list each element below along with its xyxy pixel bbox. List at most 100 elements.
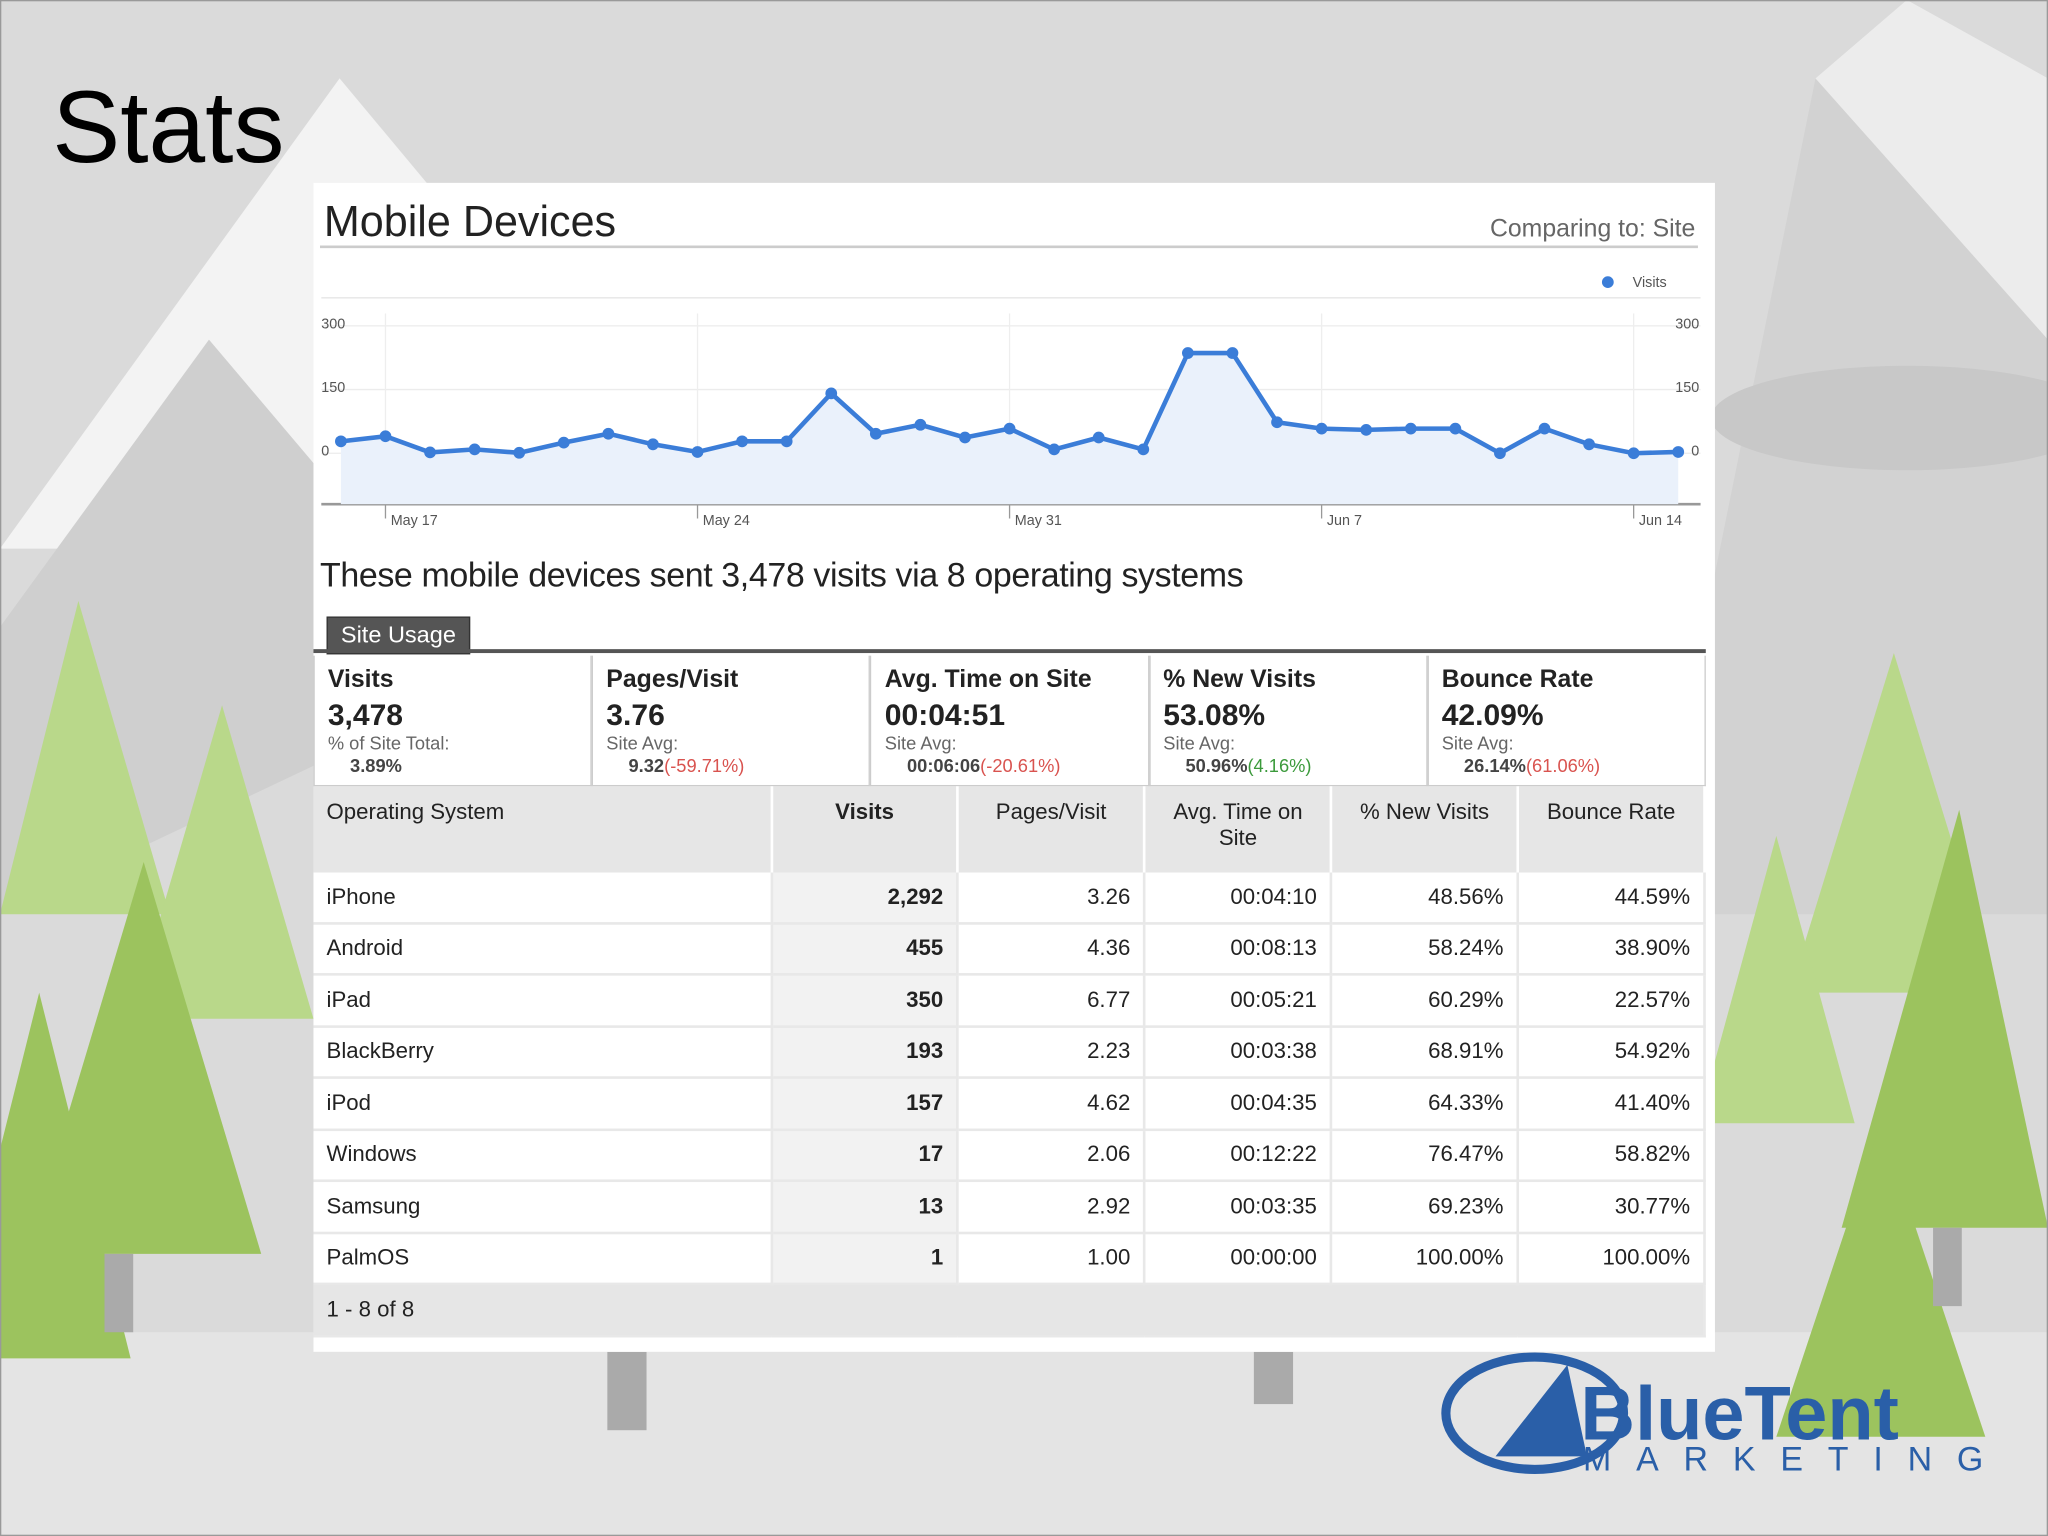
point [647, 438, 659, 451]
metric: Bounce Rate 42.09% Site Avg: 26.14%(61.06%) [1427, 655, 1706, 787]
table-cell: 455 [771, 922, 959, 976]
table-cell: 1 [771, 1232, 959, 1286]
table-cell: PalmOS [313, 1232, 773, 1286]
metric-sub-value: 50.96% [1185, 754, 1248, 776]
point [691, 446, 704, 458]
table-cell: 48.56% [1331, 872, 1520, 925]
metric-value: 3,478 [327, 697, 404, 732]
metric: Pages/Visit 3.76 Site Avg: 9.32(-59.71%) [591, 655, 871, 787]
table-row: iPad 350 6.77 00:05:21 60.29% 22.57% [313, 974, 1706, 1028]
table-cell: 00:03:38 [1144, 1025, 1333, 1079]
point [780, 435, 793, 448]
point [1048, 443, 1061, 456]
point [1404, 422, 1417, 435]
table: Operating System Visits Pages/Visit Avg. Ti… [313, 786, 1706, 1338]
point [869, 427, 882, 440]
table-cell: 00:12:22 [1144, 1129, 1333, 1183]
heading: These mobile devices sent 3,478 visits v… [319, 555, 1244, 595]
column-header: Bounce Rate [1517, 786, 1706, 873]
legend-label: Visits [1633, 275, 1667, 291]
metric-sub-value: 3.89% [350, 754, 402, 776]
metric-sub-label: Site Avg: [606, 732, 679, 754]
metric-value: 3.76 [606, 697, 665, 732]
point [1449, 422, 1462, 435]
legend-swatch [1601, 276, 1614, 288]
metric-sub-label: Site Avg: [884, 732, 957, 754]
metric-label: Visits [327, 666, 394, 694]
x-tick-label: May 31 [1015, 513, 1062, 529]
metric-value: 00:04:51 [884, 697, 1006, 732]
y2-tick-label: 0 [1691, 444, 1699, 460]
metric-change: (4.16%) [1247, 754, 1312, 776]
point [1137, 443, 1150, 456]
table-cell: 2.06 [957, 1129, 1146, 1183]
metric-change: (-59.71%) [664, 754, 745, 776]
table-cell: Samsung [313, 1180, 773, 1234]
metric-sub: 9.32(-59.71%) [606, 754, 856, 778]
point [914, 418, 927, 431]
table-row: BlackBerry 193 2.23 00:03:38 68.91% 54.92% [313, 1025, 1706, 1079]
point [1003, 422, 1016, 435]
x-tick-label: Jun 7 [1327, 513, 1362, 529]
column-header: Visits [771, 786, 959, 873]
logo-tagline: MARKETING [1583, 1441, 2008, 1479]
table-cell: 64.33% [1331, 1077, 1520, 1131]
table-cell: 38.90% [1517, 922, 1706, 976]
tab-rule [313, 649, 1706, 654]
table-cell: 00:08:13 [1144, 922, 1333, 976]
pagination: 1 - 8 of 8 [313, 1283, 1706, 1338]
metric-label: % New Visits [1163, 666, 1316, 694]
chart-title: Mobile Devices [324, 198, 616, 246]
metric-sub-label: % of Site Total: [327, 732, 450, 754]
point [468, 443, 481, 456]
point [1271, 416, 1283, 429]
y-tick-label: 0 [321, 444, 329, 460]
metric-sub-value: 9.32 [628, 754, 665, 776]
table-cell: 100.00% [1517, 1232, 1706, 1286]
table-cell: 00:04:10 [1144, 872, 1333, 925]
metric-sub: 26.14%(61.06%) [1442, 754, 1692, 778]
point [1494, 447, 1506, 460]
point [1360, 423, 1373, 436]
table-cell: 4.36 [957, 922, 1146, 976]
point [1226, 347, 1239, 359]
metric-change: (61.06%) [1525, 754, 1601, 776]
metric-value: 42.09% [1441, 697, 1544, 732]
column-header: Pages/Visit [957, 786, 1146, 873]
point [1182, 347, 1194, 359]
table-cell: 60.29% [1331, 974, 1520, 1028]
metric-sub: 50.96%(4.16%) [1163, 754, 1413, 778]
metric-sub: 00:06:06(-20.61%) [885, 754, 1135, 778]
table-cell: 1.00 [957, 1232, 1146, 1286]
table-cell: 00:00:00 [1144, 1232, 1333, 1286]
point [424, 446, 436, 459]
tab[interactable]: Site Usage [326, 616, 471, 655]
x-tick-label: May 17 [391, 513, 438, 529]
point [736, 435, 748, 448]
table-cell: 17 [771, 1129, 959, 1183]
table-cell: 2.23 [957, 1025, 1146, 1079]
point [1583, 438, 1595, 451]
table-cell: 41.40% [1517, 1077, 1706, 1131]
table-cell: 22.57% [1517, 974, 1706, 1028]
metric: Visits 3,478% of Site Total: 3.89% [313, 655, 592, 787]
table-cell: 69.23% [1331, 1180, 1520, 1234]
point [1627, 447, 1640, 460]
point [602, 427, 615, 440]
metric-label: Pages/Visit [606, 666, 739, 694]
point [825, 387, 838, 400]
metric-label: Avg. Time on Site [884, 666, 1092, 694]
table-cell: 350 [771, 974, 959, 1028]
logo-name: BlueTent [1580, 1371, 1898, 1456]
point [335, 435, 347, 448]
table-cell: Windows [313, 1129, 773, 1183]
table-cell: 6.77 [957, 974, 1146, 1028]
table-cell: 4.62 [957, 1077, 1146, 1131]
column-header: Avg. Time on Site [1144, 786, 1333, 873]
table-cell: 00:05:21 [1144, 974, 1333, 1028]
table-cell: 00:04:35 [1144, 1077, 1333, 1131]
y-tick-label: 150 [321, 380, 345, 396]
logo: BlueTent MARKETING [1441, 1352, 2008, 1479]
summary: Visits 3,478% of Site Total: 3.89% Pages/Vi… [313, 655, 1706, 787]
point [1672, 446, 1685, 458]
